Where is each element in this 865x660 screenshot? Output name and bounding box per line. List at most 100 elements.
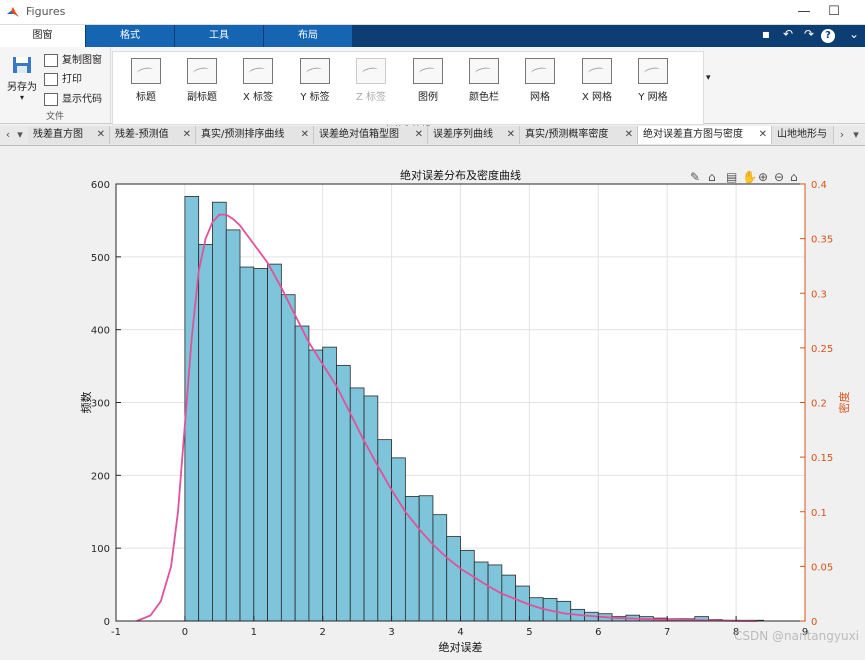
ygrid-icon <box>638 58 668 84</box>
close-icon[interactable]: ✕ <box>300 129 309 140</box>
tab-layout[interactable]: 布局 <box>264 25 352 47</box>
help-icon[interactable]: ? <box>821 29 835 43</box>
maximize-button[interactable]: ☐ <box>828 4 840 19</box>
ylabel-button-label: Y 标签 <box>300 92 330 103</box>
tab-layout-label: 布局 <box>298 30 318 41</box>
ylabel-button[interactable]: Y 标签 <box>288 58 342 103</box>
close-icon[interactable]: ✕ <box>758 129 767 140</box>
export-icon[interactable]: ▤ <box>726 170 737 184</box>
doc-tab-8[interactable]: 山地地形与 <box>772 126 834 144</box>
doc-tab-2[interactable]: 残差-预测值 ✕ <box>110 126 196 144</box>
redo-icon[interactable]: ↷ <box>803 27 815 41</box>
xgrid-button[interactable]: X 网格 <box>570 58 624 103</box>
doc-tab-6[interactable]: 真实/预测概率密度 ✕ <box>520 126 638 144</box>
tab-figure[interactable]: 图窗 <box>0 25 85 47</box>
tab-scroll-left-icon[interactable]: ‹ <box>5 128 11 141</box>
zoom-out-icon[interactable]: ⊖ <box>774 170 784 184</box>
zlabel-button: Z 标签 <box>344 58 398 103</box>
x-tick-label: 5 <box>526 627 532 638</box>
legend-icon <box>413 58 443 84</box>
checkbox-icon <box>44 92 58 106</box>
tab-format-label: 格式 <box>120 30 140 41</box>
histogram-bar <box>460 549 475 622</box>
right-y-tick-label: 0.15 <box>811 453 833 464</box>
doc-tab-3[interactable]: 真实/预测排序曲线 ✕ <box>196 126 314 144</box>
histogram-bar <box>294 325 310 622</box>
right-y-tick-label: 0.4 <box>811 180 827 191</box>
legend-button[interactable]: 图例 <box>401 58 455 103</box>
tab-figure-label: 图窗 <box>32 30 53 41</box>
doc-tab-4[interactable]: 误差绝对值箱型图 ✕ <box>314 126 428 144</box>
show-code-checkbox[interactable]: 显示代码 <box>44 92 102 108</box>
close-icon[interactable]: ✕ <box>414 129 423 140</box>
subtitle-button[interactable]: 副标题 <box>175 58 229 103</box>
pan-icon[interactable]: ✋ <box>742 170 757 184</box>
right-y-tick-label: 0 <box>811 617 817 628</box>
home-icon[interactable]: ⌂ <box>790 170 798 184</box>
left-y-tick-label: 0 <box>104 617 110 628</box>
watermark: CSDN @nantangyuxi <box>733 629 859 643</box>
gallery-expand-icon[interactable]: ▾ <box>706 73 711 83</box>
histogram-bar <box>239 266 255 622</box>
tab-scroll-right-icon[interactable]: › <box>839 128 845 141</box>
x-tick-label: -1 <box>111 627 121 638</box>
legend-button-label: 图例 <box>418 92 438 103</box>
right-y-tick-label: 0.35 <box>811 235 833 246</box>
print-label: 打印 <box>62 74 82 85</box>
zlabel-icon <box>356 58 386 84</box>
tab-menu-icon[interactable]: ▾ <box>853 128 859 141</box>
close-icon[interactable]: ✕ <box>96 129 105 140</box>
grid-button[interactable]: 网格 <box>513 58 567 103</box>
ribbon-tab-strip: 图窗 格式 工具 布局 ▪ ↶ ↷ ? ⌄ <box>0 25 865 47</box>
save-as-dropdown-icon: ▾ <box>19 93 24 102</box>
histogram-bar <box>225 229 241 622</box>
ygrid-button[interactable]: Y 网格 <box>626 58 680 103</box>
left-y-tick-label: 200 <box>91 471 110 482</box>
histogram-bar <box>308 349 324 622</box>
undo-icon[interactable]: ↶ <box>782 27 794 41</box>
xlabel-button[interactable]: X 标签 <box>231 58 285 103</box>
save-as-button[interactable]: 另存为 ▾ <box>4 53 40 102</box>
save-as-icon <box>13 57 31 73</box>
tab-list-icon[interactable]: ▾ <box>17 128 23 141</box>
tab-tools-label: 工具 <box>209 30 229 41</box>
colorbar-button[interactable]: 颜色栏 <box>457 58 511 103</box>
data-tips-icon[interactable]: ⌂ <box>708 170 716 184</box>
ribbon-panel: 另存为 ▾ 复制图窗 打印 显示代码 文件 标题 副标题 X 标签 Y 标签 Z… <box>0 47 865 136</box>
close-icon[interactable]: ✕ <box>506 129 515 140</box>
tab-tools[interactable]: 工具 <box>175 25 263 47</box>
window-title: Figures <box>26 5 66 18</box>
expand-icon[interactable]: ⌄ <box>848 27 860 41</box>
x-tick-label: 3 <box>388 627 394 638</box>
right-y-axis-label: 密度 <box>837 392 851 414</box>
show-code-label: 显示代码 <box>62 94 102 105</box>
title-button-label: 标题 <box>136 92 156 103</box>
minimize-button[interactable]: — <box>797 4 811 19</box>
zoom-in-icon[interactable]: ⊕ <box>758 170 768 184</box>
left-y-axis-ticks: 0 100 200 300 400 500 600 <box>91 180 121 628</box>
subtitle-icon <box>187 58 217 84</box>
copy-figure-button[interactable]: 复制图窗 <box>44 53 102 69</box>
doc-tab-label: 绝对误差直方图与密度 <box>643 129 743 140</box>
doc-tab-5[interactable]: 误差序列曲线 ✕ <box>428 126 520 144</box>
tab-format[interactable]: 格式 <box>86 25 174 47</box>
histogram-bar <box>280 294 296 622</box>
x-tick-label: 2 <box>320 627 326 638</box>
figure-area: -1 0 1 2 3 4 5 6 7 8 9 0 100 200 300 400 500 600 0 0.05 0.… <box>0 146 865 657</box>
brush-icon[interactable]: ✎ <box>690 170 700 184</box>
save-icon[interactable]: ▪ <box>761 27 771 41</box>
colorbar-button-label: 颜色栏 <box>469 92 499 103</box>
histogram-bar <box>473 561 489 622</box>
histogram-bar <box>432 514 448 622</box>
file-group: 另存为 ▾ 复制图窗 打印 显示代码 文件 <box>0 47 111 123</box>
left-y-tick-label: 600 <box>91 180 110 191</box>
doc-tab-7[interactable]: 绝对误差直方图与密度 ✕ <box>638 126 772 144</box>
histogram-bar <box>336 364 351 622</box>
print-button[interactable]: 打印 <box>44 72 82 88</box>
title-button[interactable]: 标题 <box>119 58 173 103</box>
close-icon[interactable]: ✕ <box>182 129 191 140</box>
doc-tab-1[interactable]: 残差直方图 ✕ <box>28 126 110 144</box>
copy-icon <box>44 53 58 67</box>
close-icon[interactable]: ✕ <box>624 129 633 140</box>
